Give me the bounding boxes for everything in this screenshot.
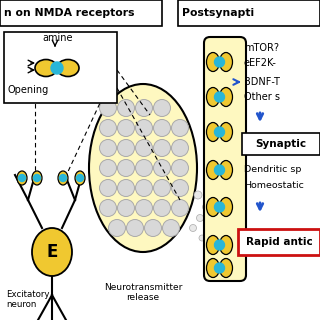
Circle shape: [214, 57, 225, 67]
Ellipse shape: [220, 123, 233, 141]
Circle shape: [135, 100, 153, 116]
Text: mTOR?: mTOR?: [244, 43, 279, 53]
Circle shape: [100, 119, 116, 137]
Ellipse shape: [220, 236, 233, 254]
Ellipse shape: [206, 52, 220, 71]
Text: Excitatory
neuron: Excitatory neuron: [6, 290, 50, 309]
Bar: [0, 0, 162, 26]
Ellipse shape: [206, 87, 220, 107]
Text: BDNF-T: BDNF-T: [244, 77, 280, 87]
Circle shape: [135, 119, 153, 137]
Ellipse shape: [206, 236, 220, 254]
Circle shape: [154, 140, 171, 156]
Circle shape: [214, 165, 225, 175]
Circle shape: [172, 159, 188, 177]
Text: eEF2K-: eEF2K-: [244, 58, 277, 68]
Circle shape: [189, 225, 196, 231]
Circle shape: [51, 62, 63, 74]
Ellipse shape: [32, 228, 72, 276]
Text: Neurotransmitter
release: Neurotransmitter release: [104, 283, 182, 302]
Text: Other s: Other s: [244, 92, 280, 102]
Text: Dendritic sp: Dendritic sp: [244, 165, 301, 174]
Circle shape: [19, 174, 26, 181]
Circle shape: [199, 235, 205, 241]
Text: E: E: [46, 243, 58, 261]
Circle shape: [135, 140, 153, 156]
Circle shape: [203, 204, 210, 211]
Ellipse shape: [220, 197, 233, 217]
Ellipse shape: [220, 161, 233, 180]
Circle shape: [214, 263, 225, 273]
Circle shape: [108, 220, 125, 236]
Circle shape: [100, 199, 116, 217]
Circle shape: [154, 119, 171, 137]
Ellipse shape: [220, 259, 233, 277]
Ellipse shape: [17, 171, 27, 185]
Circle shape: [214, 92, 225, 102]
Circle shape: [154, 180, 171, 196]
Bar: [4, 32, 117, 103]
Circle shape: [194, 191, 202, 199]
Circle shape: [126, 220, 143, 236]
Text: amine: amine: [42, 33, 73, 43]
Circle shape: [214, 127, 225, 137]
Ellipse shape: [32, 171, 42, 185]
Circle shape: [145, 220, 162, 236]
Circle shape: [172, 180, 188, 196]
Circle shape: [76, 174, 84, 181]
FancyBboxPatch shape: [204, 37, 246, 281]
Ellipse shape: [35, 60, 57, 76]
Text: n on NMDA receptors: n on NMDA receptors: [4, 8, 134, 18]
Circle shape: [100, 140, 116, 156]
Circle shape: [135, 180, 153, 196]
Circle shape: [117, 180, 134, 196]
Circle shape: [205, 222, 211, 228]
Circle shape: [172, 140, 188, 156]
Circle shape: [135, 159, 153, 177]
Circle shape: [214, 240, 225, 250]
Circle shape: [100, 180, 116, 196]
Text: Rapid antic: Rapid antic: [246, 237, 312, 247]
Bar: [242, 133, 320, 155]
Circle shape: [196, 214, 204, 221]
Text: Homeostatic: Homeostatic: [244, 180, 304, 189]
Ellipse shape: [220, 87, 233, 107]
Circle shape: [154, 100, 171, 116]
Circle shape: [214, 202, 225, 212]
Text: Postsynapti: Postsynapti: [182, 8, 254, 18]
Circle shape: [117, 159, 134, 177]
Bar: [238, 229, 320, 255]
Ellipse shape: [89, 84, 197, 252]
Circle shape: [135, 199, 153, 217]
Ellipse shape: [220, 52, 233, 71]
Circle shape: [172, 119, 188, 137]
Ellipse shape: [206, 259, 220, 277]
Text: Synaptic: Synaptic: [255, 139, 307, 149]
Ellipse shape: [206, 123, 220, 141]
Circle shape: [163, 220, 180, 236]
Ellipse shape: [206, 197, 220, 217]
Circle shape: [154, 159, 171, 177]
Circle shape: [34, 174, 41, 181]
Circle shape: [100, 100, 116, 116]
Circle shape: [117, 140, 134, 156]
Circle shape: [60, 174, 67, 181]
Circle shape: [172, 199, 188, 217]
Ellipse shape: [75, 171, 85, 185]
Text: Opening: Opening: [8, 85, 49, 95]
Ellipse shape: [57, 60, 79, 76]
Ellipse shape: [206, 161, 220, 180]
Bar: [178, 0, 320, 26]
Circle shape: [117, 199, 134, 217]
Circle shape: [117, 100, 134, 116]
Circle shape: [154, 199, 171, 217]
Ellipse shape: [58, 171, 68, 185]
Circle shape: [117, 119, 134, 137]
Circle shape: [100, 159, 116, 177]
